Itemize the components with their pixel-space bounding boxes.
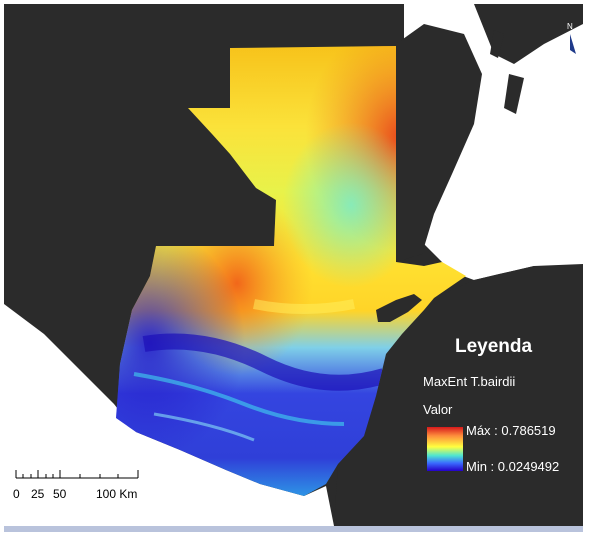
map-canvas (4, 4, 583, 526)
north-label: N (567, 22, 573, 31)
island (504, 74, 524, 114)
bottom-border (4, 526, 583, 532)
yucatan-land (474, 4, 583, 64)
scale-label-25: 25 (31, 487, 45, 501)
honduras-land (334, 266, 583, 526)
scale-label-0: 0 (13, 487, 20, 501)
north-arrow-icon: N (564, 22, 576, 54)
legend-min-label: Min : 0.0249492 (466, 459, 560, 474)
legend-color-ramp (427, 427, 463, 471)
scale-label-100: 100 Km (96, 487, 138, 501)
legend-title: Leyenda (455, 336, 533, 357)
pacific-ocean (4, 304, 334, 526)
island (490, 30, 504, 58)
legend-layer-name: MaxEnt T.bairdii (423, 374, 516, 389)
legend-field-label: Valor (423, 402, 453, 417)
belize-land (396, 24, 482, 262)
scale-label-50: 50 (53, 487, 67, 501)
legend-max-label: Máx : 0.786519 (466, 423, 556, 438)
map-frame: N (4, 4, 583, 526)
lake-izabal (376, 294, 422, 322)
